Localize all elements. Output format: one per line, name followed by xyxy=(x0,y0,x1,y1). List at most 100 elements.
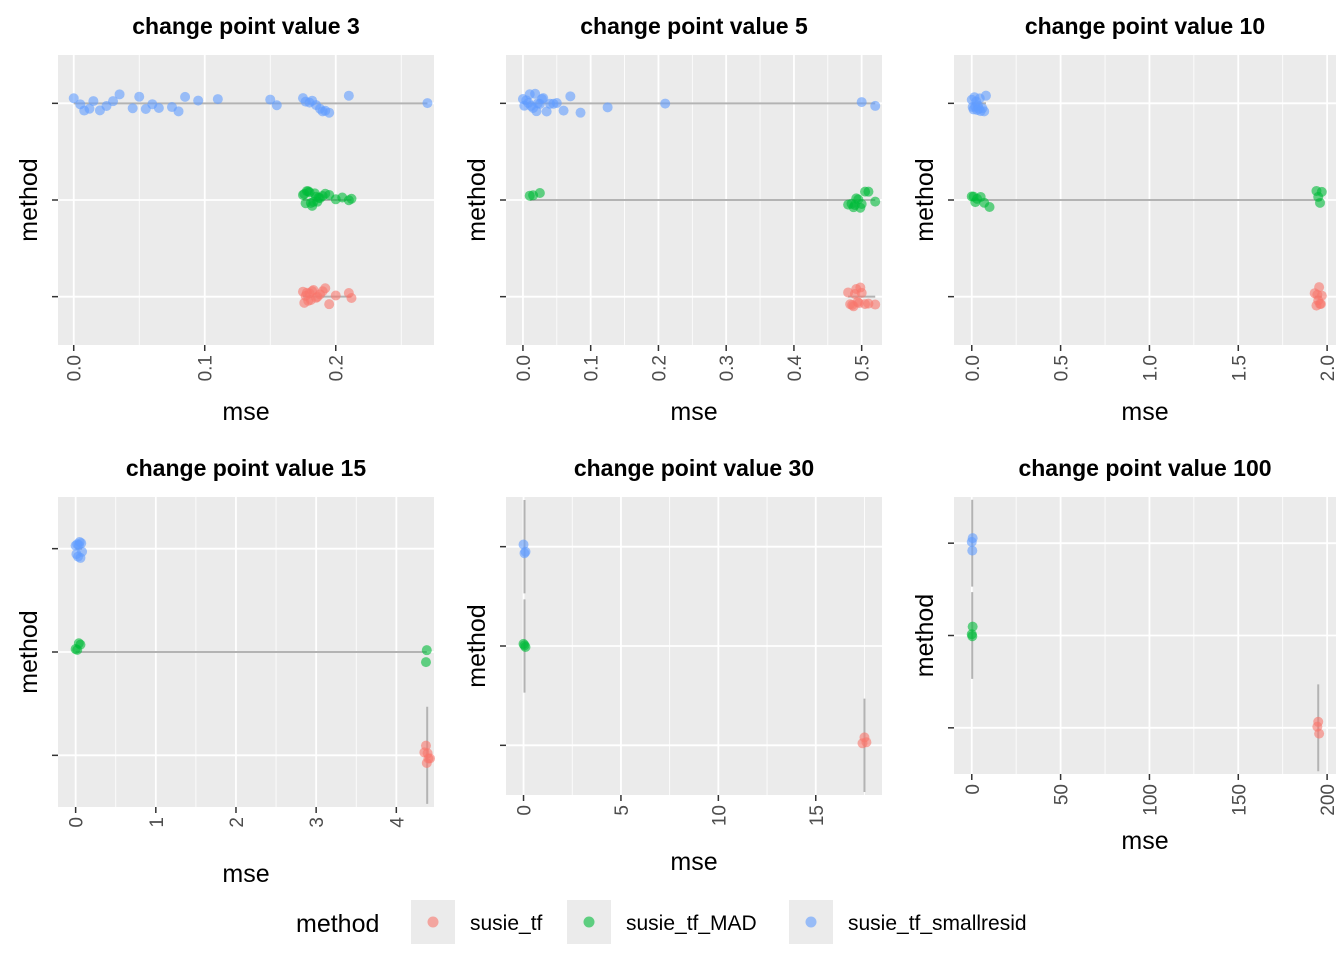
point-susie_tf_smallresid xyxy=(856,97,867,108)
point-susie_tf_MAD xyxy=(984,201,995,212)
point-susie_tf_smallresid xyxy=(180,91,191,102)
legend-title: method xyxy=(296,910,379,938)
point-susie_tf_smallresid xyxy=(173,106,184,117)
point-susie_tf_smallresid xyxy=(108,96,119,107)
legend-key-point xyxy=(583,916,595,928)
x-tick-label: 50 xyxy=(1052,784,1073,805)
point-susie_tf_smallresid xyxy=(980,90,991,101)
point-susie_tf_smallresid xyxy=(212,94,223,105)
point-susie_tf_smallresid xyxy=(602,102,613,113)
x-tick-label: 2.0 xyxy=(1318,355,1339,381)
x-axis-label: mse xyxy=(670,848,717,876)
point-susie_tf_smallresid xyxy=(134,91,145,102)
x-axis-label: mse xyxy=(1121,398,1168,426)
point-susie_tf_smallresid xyxy=(88,96,99,107)
point-susie_tf_MAD xyxy=(1315,197,1326,208)
x-axis-label: mse xyxy=(1121,827,1168,855)
y-axis-label: method xyxy=(15,610,43,693)
point-susie_tf_smallresid xyxy=(967,533,978,544)
panel-title: change point value 5 xyxy=(580,13,808,39)
x-axis-label: mse xyxy=(222,398,269,426)
x-tick-label: 150 xyxy=(1229,784,1250,816)
point-susie_tf_MAD xyxy=(856,198,867,209)
point-susie_tf xyxy=(870,299,881,310)
x-axis-label: mse xyxy=(222,860,269,888)
y-axis-label: method xyxy=(15,158,43,241)
point-susie_tf_smallresid xyxy=(153,102,164,113)
point-susie_tf_smallresid xyxy=(114,89,125,100)
legend-item-susie_tf_MAD: susie_tf_MAD xyxy=(567,900,757,944)
legend-label: susie_tf_smallresid xyxy=(848,912,1027,935)
point-susie_tf_smallresid xyxy=(530,88,541,99)
panel-3: 0.0 0.5 1.0 1.5 2.0 change point value 10 mse m… xyxy=(911,13,1339,426)
point-susie_tf_smallresid xyxy=(538,93,549,104)
panel-title: change point value 100 xyxy=(1018,455,1271,481)
point-susie_tf_MAD xyxy=(870,196,881,207)
y-axis-label: method xyxy=(911,594,939,677)
x-tick-label: 4 xyxy=(387,817,408,828)
point-susie_tf_smallresid xyxy=(76,538,87,549)
x-tick-label: 5 xyxy=(612,805,633,816)
panel-2: 0.0 0.1 0.2 0.3 0.4 0.5 change point value 5 ms… xyxy=(463,13,882,426)
point-susie_tf_smallresid xyxy=(870,100,881,111)
x-tick-label: 0.2 xyxy=(327,355,348,381)
point-susie_tf xyxy=(420,740,431,751)
y-axis-label: method xyxy=(463,604,491,687)
point-susie_tf_MAD xyxy=(421,645,432,656)
x-tick-label: 0 xyxy=(67,817,88,828)
x-tick-label: 200 xyxy=(1318,784,1339,816)
x-tick-label: 0.1 xyxy=(582,355,603,381)
x-tick-label: 1.0 xyxy=(1140,355,1161,381)
point-susie_tf_MAD xyxy=(967,631,978,642)
panel-6: 0 50 100 150 200 change point value 100 mse met… xyxy=(911,455,1339,855)
x-tick-label: 0.5 xyxy=(853,355,874,381)
legend-label: susie_tf_MAD xyxy=(626,912,757,935)
point-susie_tf_smallresid xyxy=(660,98,671,109)
y-axis-label: method xyxy=(911,158,939,241)
point-susie_tf_smallresid xyxy=(343,90,354,101)
legend-key-point xyxy=(805,916,817,928)
point-susie_tf_MAD xyxy=(534,187,545,198)
point-susie_tf_smallresid xyxy=(324,107,335,118)
point-susie_tf_smallresid xyxy=(265,94,276,105)
point-susie_tf xyxy=(1314,728,1325,739)
point-susie_tf_smallresid xyxy=(68,93,79,104)
x-tick-label: 0.5 xyxy=(1052,355,1073,381)
point-susie_tf_smallresid xyxy=(193,95,204,106)
point-susie_tf xyxy=(346,293,357,304)
x-tick-label: 0.2 xyxy=(649,355,670,381)
point-susie_tf_smallresid xyxy=(127,103,138,114)
point-susie_tf_MAD xyxy=(420,657,431,668)
point-susie_tf_MAD xyxy=(520,641,531,652)
panel-4: 0 1 2 3 4 change point value 15 mse method xyxy=(15,455,435,888)
point-susie_tf_smallresid xyxy=(551,97,562,108)
point-susie_tf_MAD xyxy=(863,186,874,197)
point-susie_tf xyxy=(320,283,331,294)
x-tick-label: 0.0 xyxy=(963,355,984,381)
panel-title: change point value 10 xyxy=(1025,13,1265,39)
x-tick-label: 15 xyxy=(807,805,828,826)
point-susie_tf_smallresid xyxy=(565,91,576,102)
point-susie_tf xyxy=(330,290,341,301)
panel-title: change point value 15 xyxy=(126,455,366,481)
panel-1: 0.0 0.1 0.2 change point value 3 mse method xyxy=(15,13,434,426)
point-susie_tf xyxy=(1314,282,1325,293)
x-tick-label: 0.4 xyxy=(785,355,806,382)
point-susie_tf_smallresid xyxy=(520,546,531,557)
x-tick-label: 0.0 xyxy=(65,355,86,381)
point-susie_tf_smallresid xyxy=(967,545,978,556)
x-tick-label: 3 xyxy=(307,817,328,828)
x-tick-label: 0.0 xyxy=(514,355,535,381)
point-susie_tf_MAD xyxy=(346,193,357,204)
panel-title: change point value 3 xyxy=(132,13,360,39)
point-susie_tf_smallresid xyxy=(422,98,433,109)
point-susie_tf xyxy=(861,737,872,748)
x-tick-label: 100 xyxy=(1140,784,1161,816)
point-susie_tf_smallresid xyxy=(77,546,88,557)
point-susie_tf_smallresid xyxy=(558,105,569,116)
x-tick-label: 0.3 xyxy=(717,355,738,381)
point-susie_tf_MAD xyxy=(1316,186,1327,197)
point-susie_tf xyxy=(1313,716,1324,727)
point-susie_tf xyxy=(856,287,867,298)
